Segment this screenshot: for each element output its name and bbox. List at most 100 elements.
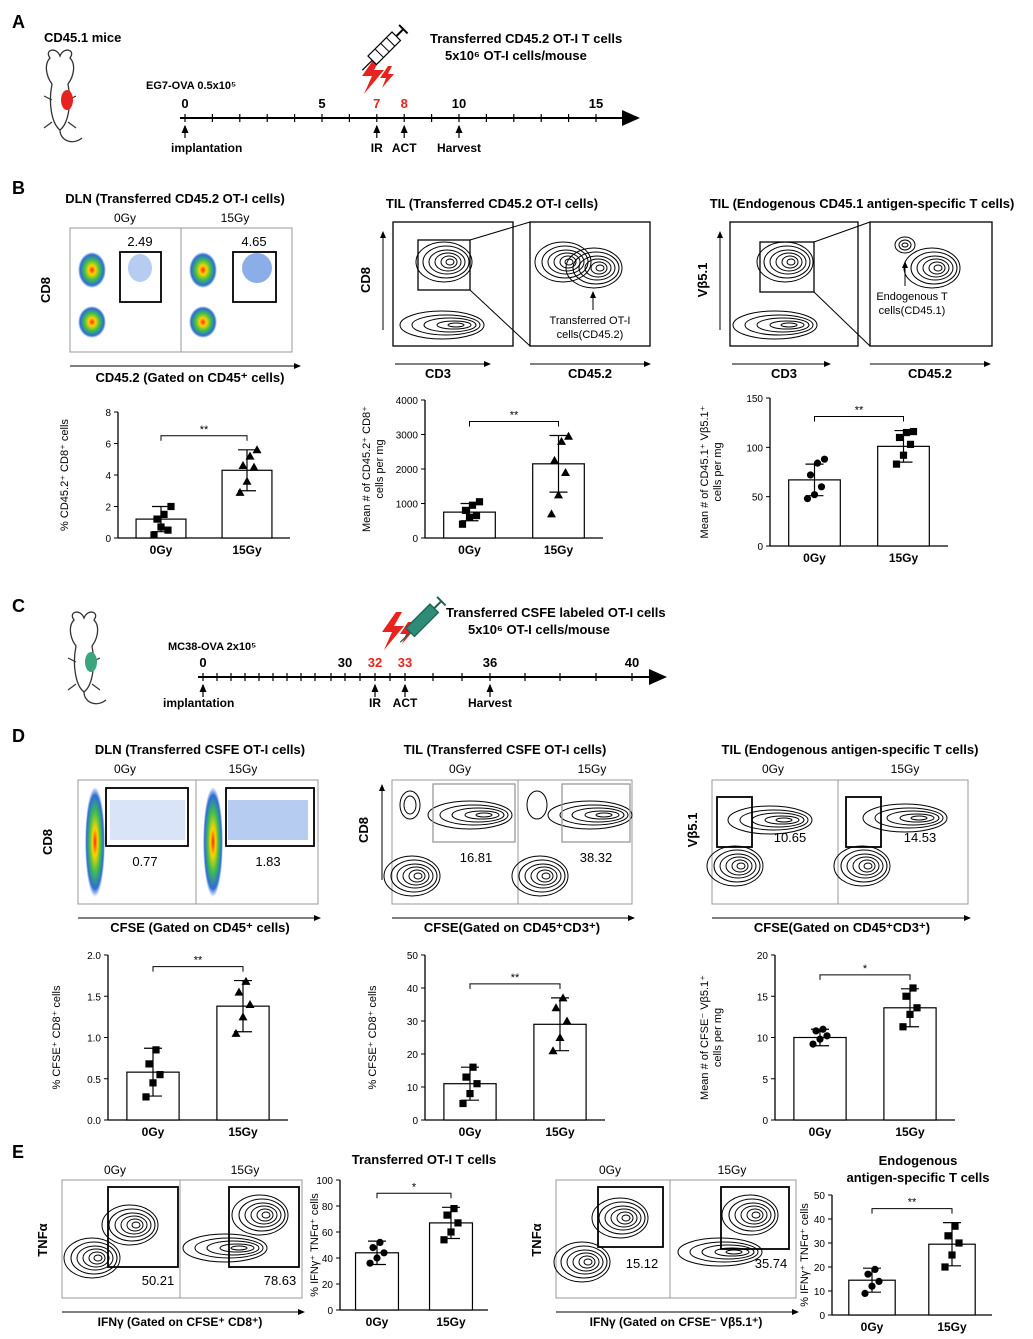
y-tick-label: 150	[746, 394, 763, 405]
data-point	[902, 428, 911, 437]
c-timeline-tick-label: 40	[625, 655, 639, 670]
e-left-ylabel: TNFα	[35, 1223, 50, 1256]
d-dln-xlabel: CFSE (Gated on CD45⁺ cells)	[110, 920, 290, 935]
dln-ylabel: CD8	[38, 277, 53, 303]
significance-bracket	[469, 983, 561, 989]
y-tick-label: 60	[322, 1228, 334, 1239]
data-point	[871, 1265, 879, 1273]
dln-xlabel: CD45.2 (Gated on CD45⁺ cells)	[96, 370, 285, 385]
data-point	[373, 1254, 381, 1262]
e-left-plot-frame	[61, 1179, 303, 1299]
d-dln-gate-0gy	[105, 787, 189, 847]
e-left-group-0gy: 0Gy	[104, 1163, 126, 1177]
panel-b: B DLN (Transferred CD45.2 OT-I cells) TI…	[12, 178, 1014, 385]
transfer-label-line1: Transferred CSFE labeled OT-I cells	[446, 605, 666, 620]
d-til-plot-frame	[391, 779, 633, 905]
y-tick-label: 2.0	[87, 951, 101, 962]
panel-e: E 0Gy 15Gy 50.21 78.63 TNFα IFNγ (Gated …	[12, 1142, 990, 1329]
data-point	[895, 433, 904, 442]
y-axis-label: % CFSE⁺ CD8⁺ cells	[51, 985, 63, 1089]
c-timeline-event-label: implantation	[163, 696, 234, 710]
significance-label: **	[200, 424, 209, 436]
til-xlabel-cd45: CD45.2	[568, 366, 612, 381]
mouse-icon	[43, 49, 83, 143]
e-right-gate-15gy	[720, 1186, 790, 1250]
data-point	[951, 1222, 959, 1230]
c-timeline-tick-label: 30	[338, 655, 352, 670]
data-point	[913, 1004, 921, 1012]
data-point	[160, 510, 168, 518]
til-cd45-plot	[529, 221, 651, 347]
d-dln-group-15gy: 15Gy	[229, 762, 258, 776]
y-tick-label: 1.0	[87, 1034, 101, 1045]
c-timeline-event-label: ACT	[393, 696, 418, 710]
significance-bracket	[814, 416, 904, 422]
data-point	[245, 451, 255, 460]
data-point	[156, 1071, 164, 1079]
y-tick-label: 5	[762, 1075, 768, 1086]
significance-label: **	[511, 972, 520, 984]
data-point	[466, 1090, 474, 1098]
data-point	[555, 1033, 565, 1041]
d-endo-group-15gy: 15Gy	[891, 762, 920, 776]
data-point	[557, 436, 566, 445]
a-timeline-event-label: ACT	[392, 141, 417, 155]
til-xlabel-cd3: CD3	[425, 366, 451, 381]
d-til-group-15gy: 15Gy	[578, 762, 607, 776]
y-tick-label: 30	[407, 1017, 419, 1028]
data-point	[475, 498, 484, 506]
panel-d: D DLN (Transferred CSFE OT-I cells) TIL …	[12, 726, 978, 935]
d-endo-value-15gy: 14.53	[904, 830, 937, 845]
y-axis-label: cells per mg	[374, 439, 386, 498]
x-tick-label: 15Gy	[545, 1125, 575, 1139]
data-point	[944, 1232, 952, 1240]
significance-label: **	[855, 405, 864, 417]
a-timeline-tick-label: 15	[589, 96, 603, 111]
endo-cd3-plot	[729, 221, 859, 347]
y-tick-label: 20	[322, 1280, 334, 1291]
data-point	[152, 1046, 160, 1054]
data-point	[462, 1073, 470, 1081]
y-tick-label: 0	[762, 1116, 768, 1127]
bar-chart-d1: 0.0 0.5 1.0 1.5 2.0 % CFSE⁺ CD8⁺ cells 0Gy 15Gy…	[51, 951, 288, 1139]
significance-bracket	[819, 974, 911, 980]
e-left-value-0gy: 50.21	[142, 1273, 175, 1288]
data-point	[245, 1000, 255, 1008]
y-axis-label: % IFNγ⁺ TNFα⁺ cells	[309, 1193, 321, 1297]
data-point	[548, 1046, 558, 1055]
data-point	[472, 511, 481, 520]
panel-b-letter: B	[12, 178, 25, 198]
bar-chart-b3: 0 50 100 150 Mean # of CD45.1⁺ Vβ5.1⁺ cells p…	[699, 394, 948, 565]
data-point	[906, 1010, 914, 1018]
mouse-strain-label: CD45.1 mice	[44, 30, 121, 45]
lightning-icon	[382, 612, 414, 650]
x-tick-label: 0Gy	[459, 1125, 482, 1139]
data-point	[550, 455, 559, 464]
data-point	[861, 1289, 869, 1297]
panel-a: A CD45.1 mice EG7-OVA 0.5x10⁵ Transferre…	[12, 12, 640, 155]
c-timeline-event-label: Harvest	[468, 696, 512, 710]
y-axis-label: Mean # of CFSE⁻ Vβ5.1⁺	[699, 975, 711, 1100]
bar-15Gy	[877, 445, 930, 547]
transfer-label-line2: 5x10⁶ OT-I cells/mouse	[468, 622, 610, 637]
d-til-xlabel: CFSE(Gated on CD45⁺CD3⁺)	[424, 920, 600, 935]
d-endo-value-0gy: 10.65	[774, 830, 807, 845]
data-point	[238, 461, 248, 470]
e-left-xlabel: IFNγ (Gated on CFSE⁺ CD8⁺)	[98, 1315, 263, 1329]
y-tick-label: 0	[412, 534, 418, 545]
d-endo-gate-0gy	[716, 796, 753, 848]
d-til-gate-15gy	[561, 783, 631, 843]
bar-0Gy	[793, 1036, 847, 1121]
e-bar-title-left: Transferred OT-I T cells	[352, 1152, 497, 1167]
d-endo-gate-15gy	[845, 796, 882, 848]
til-arrow-label-2: cells(CD45.2)	[557, 329, 624, 341]
data-point	[376, 1238, 384, 1246]
endo-arrow-label-2: cells(CD45.1)	[879, 305, 946, 317]
y-tick-label: 0	[819, 1311, 825, 1322]
endo-xlabel-cd45: CD45.2	[908, 366, 952, 381]
a-timeline-tick-label: 5	[318, 96, 325, 111]
data-point	[150, 531, 158, 539]
data-point	[561, 467, 570, 476]
